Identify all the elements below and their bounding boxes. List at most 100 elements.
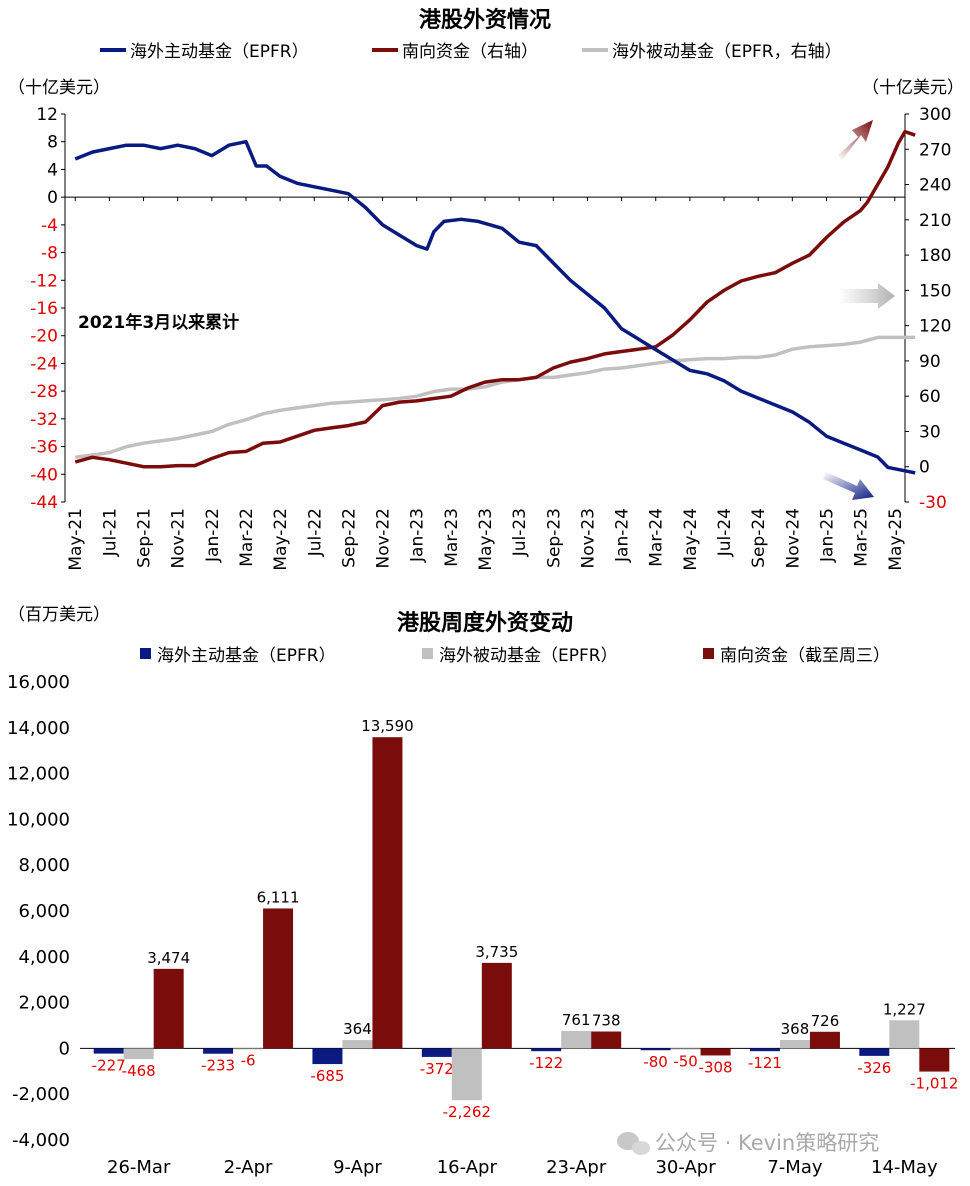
left-tick-label: 0: [47, 188, 58, 208]
category-label: 16-Apr: [437, 1157, 498, 1178]
chart2-title: 港股周度外资变动: [397, 610, 573, 636]
left-tick-label: -40: [30, 465, 58, 485]
x-tick-label: Nov-24: [783, 508, 803, 569]
left-tick-label: -28: [30, 382, 58, 402]
bar-0: [93, 1048, 124, 1054]
data-label: -80: [643, 1053, 668, 1071]
right-arrow-icon: [838, 283, 895, 309]
right-tick-label: 300: [919, 105, 951, 125]
left-tick-label: -44: [30, 493, 58, 513]
bar-2: [809, 1031, 840, 1049]
data-label: -468: [122, 1062, 156, 1080]
x-tick-label: Jul-22: [305, 508, 325, 557]
chart1-axes: 12840-4-8-12-16-20-24-28-32-36-40-443002…: [30, 105, 951, 571]
bar-1: [670, 1048, 701, 1050]
trend-arrows: [823, 120, 895, 500]
chart1-annotation: 2021年3月以来累计: [78, 312, 239, 333]
category-label: 30-Apr: [655, 1157, 716, 1178]
chart2-bars: -227-468 3,474 -233 -6 6,111 -685 364 13,590 -37…: [92, 717, 959, 1121]
watermark: 公众号 · Kevin策略研究: [617, 1131, 879, 1155]
bar-0: [859, 1048, 890, 1056]
left-tick-label: -32: [30, 410, 58, 430]
x-tick-label: May-23: [476, 508, 496, 571]
y-tick-label: 2,000: [18, 993, 70, 1014]
x-tick-label: Sep-21: [135, 508, 155, 568]
right-tick-label: 180: [919, 246, 951, 266]
data-label: -121: [748, 1054, 782, 1072]
legend2-swatch-southbound: [703, 648, 714, 659]
right-tick-label: 30: [919, 422, 941, 442]
data-label: 726: [811, 1012, 840, 1030]
x-tick-label: May-21: [66, 508, 86, 571]
bar-2: [700, 1048, 731, 1056]
y-tick-label: 10,000: [7, 809, 70, 830]
right-tick-label: -30: [919, 493, 947, 513]
chart1-right-unit: （十亿美元）: [862, 78, 964, 98]
left-tick-label: -20: [30, 327, 58, 347]
data-label: -227: [92, 1057, 126, 1075]
bar-2: [153, 968, 184, 1049]
left-tick-label: -4: [41, 216, 58, 236]
data-label: 13,590: [361, 717, 414, 735]
bar-1: [451, 1048, 482, 1101]
right-tick-label: 240: [919, 176, 951, 196]
right-tick-label: 120: [919, 317, 951, 337]
left-tick-label: 12: [36, 105, 58, 125]
y-tick-label: 12,000: [7, 764, 70, 785]
data-label: -326: [857, 1059, 891, 1077]
category-label: 7-May: [767, 1157, 823, 1178]
data-label: -2,262: [443, 1103, 491, 1121]
category-label: 23-Apr: [546, 1157, 607, 1178]
y-tick-label: -4,000: [12, 1130, 70, 1151]
data-label: 761: [562, 1011, 591, 1029]
data-label: -685: [310, 1067, 344, 1085]
legend2-label-southbound: 南向资金（截至周三）: [720, 646, 890, 666]
left-tick-label: 8: [47, 133, 58, 153]
x-tick-label: Jan-24: [613, 508, 633, 563]
down-arrow-icon: [823, 472, 874, 500]
x-tick-label: Jan-23: [408, 508, 428, 563]
legend-label-active: 海外主动基金（EPFR）: [130, 42, 309, 62]
x-tick-label: May-24: [681, 508, 701, 571]
category-label: 2-Apr: [224, 1157, 273, 1178]
x-tick-label: Jul-23: [510, 508, 530, 557]
bar-1: [779, 1039, 810, 1049]
legend2-label-passive: 海外被动基金（EPFR）: [439, 646, 618, 666]
chart1-title: 港股外资情况: [419, 7, 551, 33]
x-tick-label: Nov-21: [169, 508, 189, 569]
y-tick-label: 0: [59, 1038, 70, 1059]
y-tick-label: 14,000: [7, 718, 70, 739]
bar-2: [481, 962, 512, 1049]
series-line-2: [74, 335, 916, 460]
chart2-axes: 16,000 14,000 12,000 10,000 8,000 6,000 4,000 2…: [7, 672, 955, 1178]
category-label: 9-Apr: [333, 1157, 382, 1178]
x-tick-label: Mar-22: [237, 508, 257, 567]
data-label: 3,735: [475, 943, 518, 961]
x-tick-label: Mar-25: [852, 508, 872, 567]
x-tick-label: Jul-21: [100, 508, 120, 557]
x-tick-label: May-22: [271, 508, 291, 571]
bar-1: [123, 1048, 154, 1060]
data-label: -122: [529, 1054, 563, 1072]
category-label: 26-Mar: [107, 1157, 171, 1178]
series-line-1: [74, 129, 916, 469]
left-tick-label: -16: [30, 299, 58, 319]
bar-2: [372, 737, 403, 1049]
bar-0: [531, 1048, 562, 1052]
right-tick-label: 150: [919, 281, 951, 301]
y-tick-label: 16,000: [7, 672, 70, 693]
x-tick-label: Jul-24: [715, 508, 735, 557]
right-tick-label: 90: [919, 352, 941, 372]
bar-1: [561, 1030, 592, 1049]
x-tick-label: Sep-24: [749, 508, 769, 568]
y-tick-label: 8,000: [18, 855, 70, 876]
legend-label-southbound: 南向资金（右轴）: [402, 42, 538, 62]
bar-2: [919, 1048, 950, 1072]
right-tick-label: 270: [919, 140, 951, 160]
series-line-0: [74, 139, 916, 475]
bar-0: [312, 1048, 343, 1065]
up-arrow-icon: [838, 120, 873, 160]
chart1-legend: 海外主动基金（EPFR） 南向资金（右轴） 海外被动基金（EPFR，右轴）: [100, 42, 842, 62]
